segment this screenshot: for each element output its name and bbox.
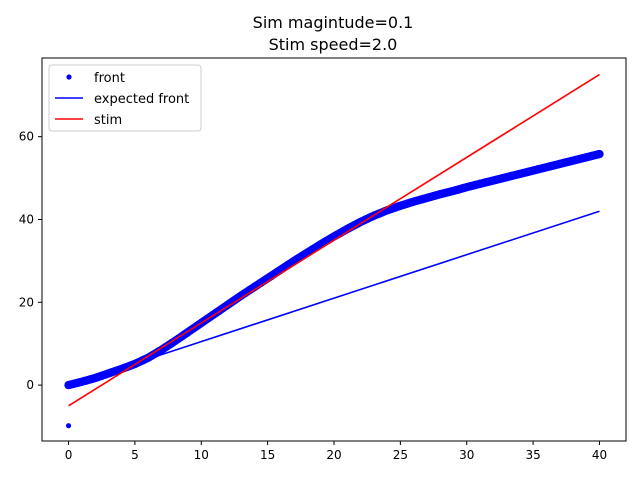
- y-tick-label: 20: [19, 295, 34, 309]
- series-line-expected-front: [68, 210, 600, 386]
- legend: front expected front stim: [48, 64, 202, 132]
- x-tick-label: 25: [393, 448, 408, 462]
- x-tick-label: 30: [459, 448, 474, 462]
- x-tick-label: 35: [525, 448, 540, 462]
- series-expected-front: [68, 210, 600, 386]
- x-tick-label: 10: [194, 448, 209, 462]
- x-tick-label: 5: [131, 448, 139, 462]
- y-tick-label: 0: [26, 378, 34, 392]
- legend-box: [48, 64, 202, 132]
- x-tick-label: 20: [326, 448, 341, 462]
- legend-label-stim: stim: [94, 113, 122, 128]
- y-tick-label: 40: [19, 212, 34, 226]
- x-tick-label: 40: [592, 448, 607, 462]
- series-stim: [68, 73, 600, 407]
- axes: 0 5 10 15 20 25 30 35 40 0 20 40 60: [19, 57, 627, 462]
- front-point: [595, 149, 604, 159]
- chart-title-line-1: Sim magintude=0.1: [253, 13, 414, 32]
- y-tick-label: 60: [19, 130, 34, 144]
- legend-marker-front: [66, 74, 72, 80]
- series-front: [64, 149, 604, 429]
- x-tick-label: 0: [65, 448, 73, 462]
- chart-title-line-2: Stim speed=2.0: [269, 35, 398, 54]
- series-line-stim: [68, 73, 600, 407]
- plot-area: [64, 73, 604, 429]
- front-point: [65, 423, 72, 429]
- x-tick-label: 15: [260, 448, 275, 462]
- legend-label-front: front: [94, 71, 125, 86]
- legend-label-expected-front: expected front: [94, 92, 189, 107]
